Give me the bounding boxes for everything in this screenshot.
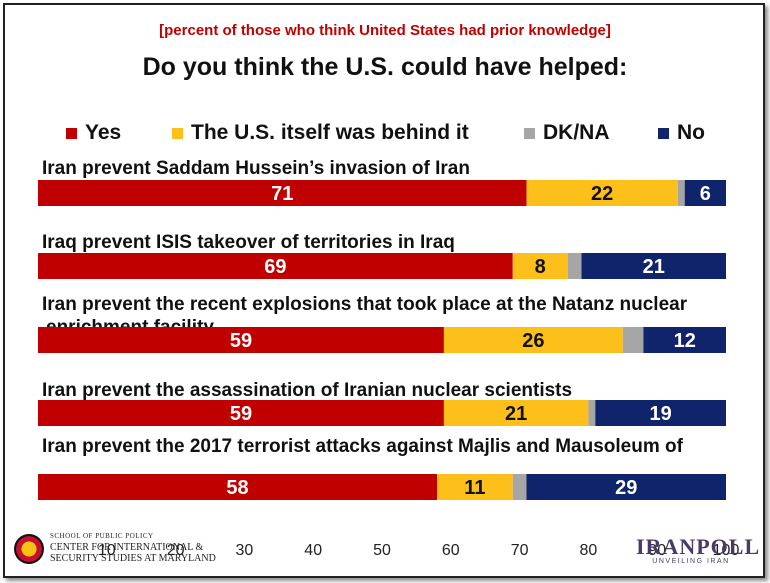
university-seal-icon — [14, 534, 44, 564]
bar-segment — [581, 253, 726, 279]
bar-segment — [595, 400, 726, 426]
cissm-logo: SCHOOL OF PUBLIC POLICY CENTER FOR INTER… — [14, 530, 234, 570]
question-label: Iran prevent the assassination of Irania… — [42, 380, 572, 401]
data-label: 21 — [505, 403, 527, 425]
data-label: 22 — [591, 183, 613, 205]
iranpoll-wordmark: IRANPOLL — [636, 534, 761, 559]
legend-label-yes: Yes — [85, 121, 122, 144]
legend-swatch-dkna — [524, 127, 535, 139]
bar-segment — [38, 400, 444, 426]
question-label: Iran prevent Saddam Hussein’s invasion o… — [42, 158, 470, 179]
bar-segment — [526, 474, 726, 500]
bar-segment — [512, 474, 527, 500]
x-tick-label: 70 — [511, 542, 529, 559]
bar-segment — [38, 253, 513, 279]
bar-segment — [622, 327, 644, 353]
data-label: 8 — [535, 256, 546, 278]
bar-segment — [588, 400, 596, 426]
legend-label-us-behind: The U.S. itself was behind it — [191, 121, 469, 144]
legend-item-no: No — [658, 121, 705, 145]
data-label: 11 — [464, 477, 485, 499]
chart-subtitle: [percent of those who think United State… — [159, 22, 611, 39]
chart-legend: Yes The U.S. itself was behind it DK/NA … — [0, 121, 770, 147]
iranpoll-logo: IRANPOLL UNVEILING IRAN — [636, 534, 761, 570]
bar-segment — [38, 180, 527, 206]
legend-item-us-behind: The U.S. itself was behind it — [172, 121, 469, 145]
bar-segment — [677, 180, 685, 206]
x-tick-label: 30 — [236, 542, 254, 559]
data-label: 58 — [226, 477, 248, 499]
legend-swatch-yes — [66, 127, 77, 139]
bar-segment — [437, 474, 513, 500]
logo-center-line2: SECURITY STUDIES AT MARYLAND — [50, 553, 216, 564]
bar-segment — [684, 180, 726, 206]
data-label: 29 — [615, 477, 637, 499]
x-tick-label: 80 — [580, 542, 598, 559]
legend-item-dkna: DK/NA — [524, 121, 610, 145]
logo-school-label: SCHOOL OF PUBLIC POLICY — [50, 532, 154, 540]
x-tick-label: 60 — [442, 542, 460, 559]
bar-segment — [38, 474, 438, 500]
question-label: Iraq prevent ISIS takeover of territorie… — [42, 232, 455, 253]
legend-label-no: No — [677, 121, 705, 144]
legend-swatch-no — [658, 127, 669, 139]
data-label: 12 — [674, 330, 696, 352]
data-label: 59 — [230, 330, 252, 352]
bar-segment — [512, 253, 568, 279]
logo-center-line1: CENTER FOR INTERNATIONAL & — [50, 542, 204, 553]
bar-segment — [567, 253, 582, 279]
data-label: 71 — [271, 183, 293, 205]
x-tick-label: 20 — [167, 542, 185, 559]
bar-segment — [526, 180, 678, 206]
question-label: Iran prevent the 2017 terrorist attacks … — [42, 436, 684, 457]
bar-segment — [443, 327, 623, 353]
bar-segment — [643, 327, 726, 353]
data-label: 26 — [522, 330, 544, 352]
data-label: 6 — [700, 183, 711, 205]
chart-title: Do you think the U.S. could have helped: — [142, 53, 628, 81]
x-tick-label: 100 — [713, 542, 740, 559]
x-tick-label: 90 — [648, 542, 666, 559]
bar-segment — [38, 327, 444, 353]
data-label: 59 — [230, 403, 252, 425]
question-label: Iran prevent the recent explosions that … — [42, 294, 688, 315]
bar-segment — [443, 400, 589, 426]
iranpoll-tagline: UNVEILING IRAN — [652, 558, 730, 565]
x-tick-label: 40 — [304, 542, 322, 559]
logo-center-name: CENTER FOR INTERNATIONAL & SECURITY STUD… — [50, 542, 216, 564]
legend-swatch-us-behind — [172, 127, 183, 139]
legend-item-yes: Yes — [66, 121, 121, 145]
data-label: 69 — [264, 256, 286, 278]
data-label: 21 — [643, 256, 665, 278]
x-tick-label: 10 — [98, 542, 116, 559]
data-label: 19 — [650, 403, 672, 425]
x-tick-label: 50 — [373, 542, 391, 559]
legend-label-dkna: DK/NA — [543, 121, 610, 144]
